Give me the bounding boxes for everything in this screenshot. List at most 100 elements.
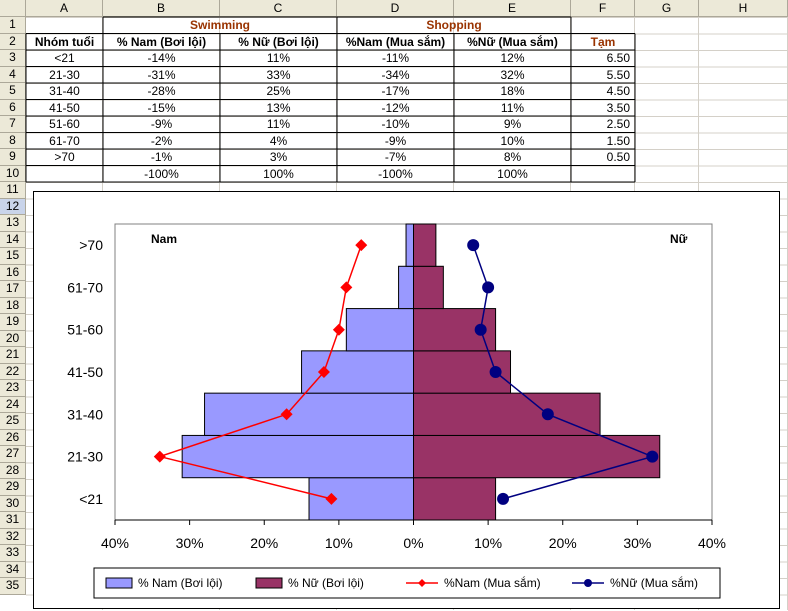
row-header-32[interactable]: 32	[0, 528, 26, 545]
column-header-h[interactable]: H	[699, 0, 788, 17]
table-cell[interactable]: 11%	[500, 100, 525, 115]
bar-nu-61-70[interactable]	[413, 265, 444, 310]
column-header-a[interactable]: A	[26, 0, 103, 17]
table-cell[interactable]: <21	[54, 51, 75, 65]
bar-nu->70[interactable]	[413, 223, 437, 267]
table-cell[interactable]: -7%	[384, 150, 407, 164]
row-header-30[interactable]: 30	[0, 495, 26, 512]
table-cell[interactable]: 13%	[266, 100, 291, 115]
row-header-19[interactable]: 19	[0, 314, 26, 331]
table-cell[interactable]: 61-70	[49, 133, 80, 148]
column-header-g[interactable]: G	[635, 0, 699, 17]
row-header-18[interactable]: 18	[0, 297, 26, 314]
table-cell[interactable]: 3%	[269, 150, 288, 164]
row-header-31[interactable]: 31	[0, 512, 26, 529]
table-cell[interactable]: 4%	[269, 133, 288, 148]
marker-nam-21-30[interactable]	[153, 450, 166, 463]
chart-area[interactable]: <21 21-30 31-40 41-50 51-60 61-70 >70 40% 30% 20%…	[33, 191, 780, 609]
table-cell[interactable]: 18%	[500, 84, 525, 98]
row-header-26[interactable]: 26	[0, 429, 26, 446]
marker-nam-<21[interactable]	[325, 492, 338, 505]
table-cell[interactable]: 1.50	[606, 133, 630, 148]
table-cell[interactable]: 5.50	[606, 67, 630, 82]
marker-nam-31-40[interactable]	[280, 408, 293, 421]
table-cell[interactable]: 51-60	[49, 117, 80, 131]
bar-nam-31-40[interactable]	[204, 392, 414, 436]
table-cell[interactable]: -28%	[147, 84, 176, 98]
row-header-17[interactable]: 17	[0, 281, 26, 298]
column-title-1[interactable]: % Nam (Bơi lội)	[116, 34, 207, 49]
row-header-35[interactable]: 35	[0, 578, 26, 595]
table-cell[interactable]: 21-30	[49, 67, 80, 82]
row-header-29[interactable]: 29	[0, 479, 26, 496]
marker-nam-51-60[interactable]	[332, 323, 345, 336]
bar-nam-<21[interactable]	[308, 477, 414, 521]
table-cell[interactable]: -1%	[150, 150, 173, 164]
row-header-8[interactable]: 8	[0, 132, 26, 149]
row-header-14[interactable]: 14	[0, 231, 26, 248]
bar-nam->70[interactable]	[405, 223, 415, 267]
row-header-16[interactable]: 16	[0, 264, 26, 281]
marker-nu-51-60[interactable]	[474, 323, 487, 336]
row-header-6[interactable]: 6	[0, 99, 26, 116]
bar-nam-51-60[interactable]	[345, 308, 414, 352]
row-header-1[interactable]: 1	[0, 17, 26, 34]
row-header-2[interactable]: 2	[0, 33, 26, 50]
table-cell[interactable]: 10%	[500, 133, 525, 148]
table-cell[interactable]: 4.50	[606, 84, 630, 98]
marker-nu-21-30[interactable]	[646, 450, 659, 463]
row-header-11[interactable]: 11	[0, 182, 26, 199]
row-header-34[interactable]: 34	[0, 561, 26, 578]
table-cell[interactable]: -11%	[381, 51, 410, 65]
table-cell[interactable]: -2%	[150, 133, 173, 148]
table-cell[interactable]: 41-50	[49, 100, 80, 115]
table-cell[interactable]: -15%	[147, 100, 176, 115]
table-cell[interactable]: 11%	[266, 117, 291, 131]
column-header-e[interactable]: E	[454, 0, 571, 17]
table-cell[interactable]: 31-40	[49, 84, 80, 98]
table-cell[interactable]	[26, 166, 103, 183]
bar-nu-<21[interactable]	[413, 477, 497, 521]
table-cell[interactable]: -31%	[147, 67, 176, 82]
row-header-23[interactable]: 23	[0, 380, 26, 397]
row-header-24[interactable]: 24	[0, 396, 26, 413]
marker-nu-61-70[interactable]	[482, 281, 495, 294]
column-title-0[interactable]: Nhóm tuổi	[34, 34, 95, 49]
table-cell[interactable]: -100%	[144, 166, 179, 181]
column-header-b[interactable]: B	[103, 0, 220, 17]
row-header-7[interactable]: 7	[0, 116, 26, 133]
bar-nam-61-70[interactable]	[398, 265, 415, 310]
bar-nu-31-40[interactable]	[413, 392, 601, 436]
marker-nam->70[interactable]	[355, 239, 368, 252]
table-cell[interactable]: 32%	[500, 67, 525, 82]
row-header-33[interactable]: 33	[0, 545, 26, 562]
table-cell[interactable]: -34%	[381, 67, 410, 82]
row-header-5[interactable]: 5	[0, 83, 26, 100]
column-title-3[interactable]: %Nam (Mua sắm)	[345, 34, 446, 49]
row-header-25[interactable]: 25	[0, 413, 26, 430]
select-all-corner[interactable]	[0, 0, 26, 17]
table-cell[interactable]: -100%	[378, 166, 413, 181]
marker-nu->70[interactable]	[467, 239, 480, 252]
table-cell[interactable]: 3.50	[606, 100, 630, 115]
row-header-13[interactable]: 13	[0, 215, 26, 232]
table-cell[interactable]: 12%	[500, 51, 525, 65]
table-cell[interactable]: 100%	[263, 166, 294, 181]
marker-nam-61-70[interactable]	[340, 281, 353, 294]
table-cell[interactable]: >70	[54, 150, 75, 164]
row-header-28[interactable]: 28	[0, 462, 26, 479]
table-cell[interactable]: 100%	[497, 166, 528, 181]
column-header-f[interactable]: F	[571, 0, 635, 17]
population-pyramid-chart[interactable]: <21 21-30 31-40 41-50 51-60 61-70 >70 40% 30% 20%…	[34, 192, 779, 608]
row-header-21[interactable]: 21	[0, 347, 26, 364]
table-cell[interactable]: 9%	[503, 117, 522, 131]
table-cell[interactable]: -17%	[381, 84, 410, 98]
row-header-15[interactable]: 15	[0, 248, 26, 265]
marker-nam-41-50[interactable]	[317, 366, 330, 378]
table-cell[interactable]: -9%	[150, 117, 173, 131]
table-cell[interactable]: 33%	[266, 67, 291, 82]
table-cell[interactable]: -12%	[381, 100, 410, 115]
column-title-4[interactable]: %Nữ (Mua sắm)	[467, 34, 558, 49]
table-cell[interactable]: -9%	[384, 133, 407, 148]
table-cell[interactable]	[571, 166, 635, 183]
